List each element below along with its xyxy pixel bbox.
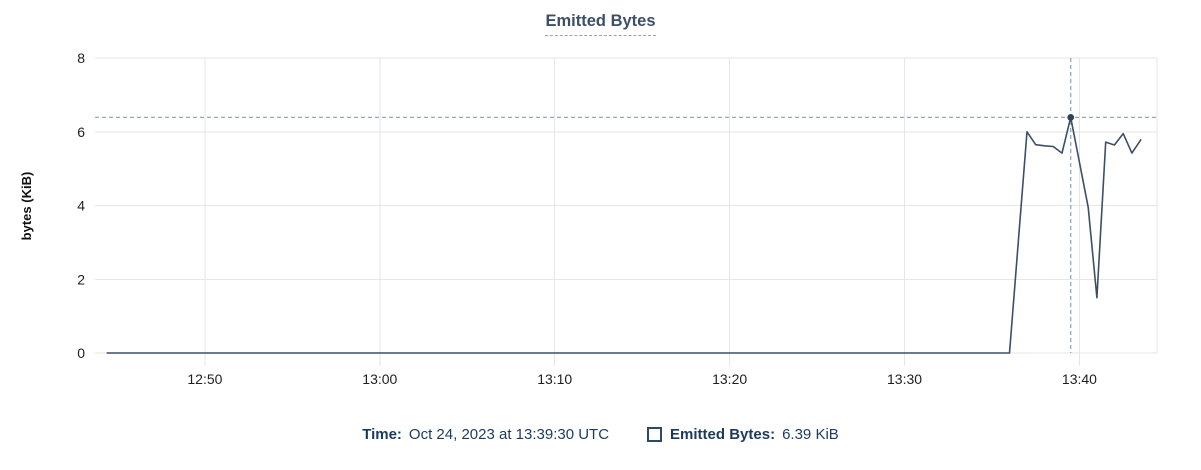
time-value: Oct 24, 2023 at 13:39:30 UTC <box>408 426 610 443</box>
y-axis-tick-label: 8 <box>77 50 85 66</box>
x-axis-tick-label: 13:10 <box>537 371 572 387</box>
chart-footer-legend: Time: Oct 24, 2023 at 13:39:30 UTC Emitt… <box>0 426 1201 443</box>
hover-time-readout: Time: Oct 24, 2023 at 13:39:30 UTC <box>362 426 609 443</box>
series-legend-label[interactable]: Emitted Bytes: <box>670 426 776 443</box>
series-legend-item[interactable]: Emitted Bytes: 6.39 KiB <box>647 426 839 443</box>
x-axis-tick-label: 13:30 <box>887 371 922 387</box>
chart-title[interactable]: Emitted Bytes <box>545 12 656 36</box>
hovered-data-point-marker <box>1067 113 1075 121</box>
y-axis-tick-label: 0 <box>77 345 85 361</box>
x-axis-tick-label: 13:20 <box>712 371 747 387</box>
x-axis-tick-label: 12:50 <box>187 371 222 387</box>
chart-header: Emitted Bytes <box>0 12 1201 36</box>
time-label: Time: <box>362 426 402 443</box>
x-axis-tick-label: 13:40 <box>1062 371 1097 387</box>
y-axis-tick-label: 6 <box>77 124 85 140</box>
y-axis-title: bytes (KiB) <box>19 172 34 241</box>
series-value-readout: 6.39 KiB <box>782 426 839 443</box>
series-legend-checkbox-icon[interactable] <box>647 427 663 442</box>
x-axis-tick-label: 13:00 <box>362 371 397 387</box>
y-axis-tick-label: 4 <box>77 198 85 214</box>
series-line-emitted-bytes <box>106 116 1142 354</box>
y-axis-tick-label: 2 <box>77 271 85 287</box>
